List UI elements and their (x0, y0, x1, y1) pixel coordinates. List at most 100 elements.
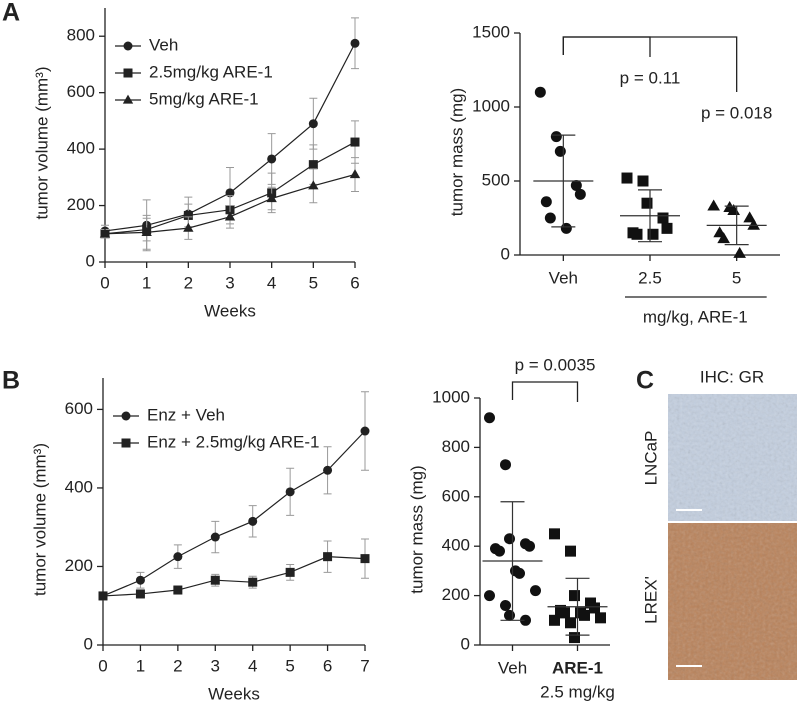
marker (641, 197, 653, 209)
sd-bar (500, 501, 525, 621)
ihc-row-label: LNCaP (641, 431, 660, 486)
marker (173, 552, 183, 562)
x-tick-label: 4 (248, 656, 257, 675)
comparison-bracket (562, 36, 651, 57)
x-tick-label: 1 (142, 273, 151, 292)
ihc-title: IHC: GR (700, 367, 764, 386)
panel-label: A (2, 0, 20, 27)
sd-bar (724, 205, 749, 246)
legend-marker (121, 438, 131, 448)
p-value: p = 0.0035 (515, 355, 596, 374)
marker (565, 617, 576, 629)
marker (569, 590, 580, 602)
x-tick-label: 3 (225, 273, 234, 292)
marker (637, 175, 649, 187)
marker (248, 577, 258, 587)
sd-bar (638, 189, 662, 243)
marker (210, 532, 220, 542)
y-tick-label: 1000 (472, 96, 510, 115)
p-value: p = 0.018 (701, 103, 772, 122)
marker (500, 599, 511, 611)
marker (549, 528, 560, 540)
x-axis-label: 2.5 mg/kg (540, 682, 615, 701)
y-axis-label: tumor volume (mm³) (30, 443, 49, 596)
marker (560, 222, 572, 234)
marker (349, 169, 361, 179)
marker (524, 540, 535, 552)
x-tick-label: 5 (732, 268, 741, 287)
panel-label: C (636, 367, 654, 395)
y-tick-label: 0 (84, 634, 93, 653)
legend-label: Enz + 2.5mg/kg ARE-1 (147, 432, 319, 451)
marker (285, 487, 295, 497)
marker (285, 567, 295, 577)
marker (579, 609, 590, 621)
marker (520, 614, 531, 626)
x-axis-label: mg/kg, ARE-1 (643, 307, 748, 326)
marker (621, 172, 633, 184)
x-tick-label: 0 (98, 656, 107, 675)
marker (559, 607, 570, 619)
marker (173, 585, 183, 595)
marker (554, 145, 566, 157)
x-tick-label: 1 (136, 656, 145, 675)
legend-label: 5mg/kg ARE-1 (149, 89, 259, 108)
comparison-bracket (562, 36, 738, 92)
marker (544, 212, 556, 224)
x-axis-label: Weeks (204, 301, 256, 320)
marker (550, 131, 562, 143)
marker (570, 179, 582, 191)
marker (248, 516, 258, 526)
x-tick-label: 5 (285, 656, 294, 675)
x-tick-label: 3 (211, 656, 220, 675)
marker (589, 602, 600, 614)
y-tick-label: 0 (86, 251, 95, 270)
y-tick-label: 1500 (472, 22, 510, 41)
marker (350, 137, 360, 147)
ihc-texture (668, 523, 797, 680)
marker (500, 459, 511, 471)
x-tick-label: 2 (173, 656, 182, 675)
marker (647, 228, 659, 240)
y-axis-label: tumor mass (mg) (407, 465, 426, 593)
y-tick-label: 200 (442, 585, 470, 604)
marker (224, 211, 236, 221)
x-tick-label: ARE-1 (552, 658, 603, 677)
y-tick-label: 400 (65, 477, 93, 496)
marker (530, 585, 541, 597)
x-tick-label: 2.5 (638, 268, 662, 287)
marker (514, 567, 525, 579)
x-tick-label: 6 (323, 656, 332, 675)
marker (210, 575, 220, 585)
marker (99, 228, 111, 238)
marker (135, 575, 145, 585)
sd-bar (551, 134, 576, 228)
marker (323, 552, 333, 562)
marker (266, 193, 277, 203)
legend-label: Veh (149, 35, 178, 54)
legend-label: Enz + Veh (147, 405, 225, 424)
marker (595, 612, 606, 624)
y-tick-label: 400 (67, 139, 95, 158)
y-axis-label: tumor mass (mg) (447, 88, 466, 216)
marker (657, 212, 669, 224)
x-tick-label: 2 (184, 273, 193, 292)
marker (183, 222, 194, 232)
marker (484, 412, 495, 424)
marker (504, 609, 515, 621)
marker (308, 180, 319, 190)
y-tick-label: 200 (67, 195, 95, 214)
marker (308, 160, 318, 170)
marker (661, 222, 673, 234)
y-tick-label: 0 (501, 244, 510, 263)
y-tick-label: 500 (482, 170, 510, 189)
marker (484, 590, 495, 602)
marker (565, 545, 576, 557)
marker (98, 591, 108, 601)
marker (494, 545, 505, 557)
y-tick-label: 0 (461, 634, 470, 653)
marker (540, 196, 552, 208)
marker (743, 211, 756, 223)
marker (549, 614, 560, 626)
x-tick-label: 4 (267, 273, 276, 292)
